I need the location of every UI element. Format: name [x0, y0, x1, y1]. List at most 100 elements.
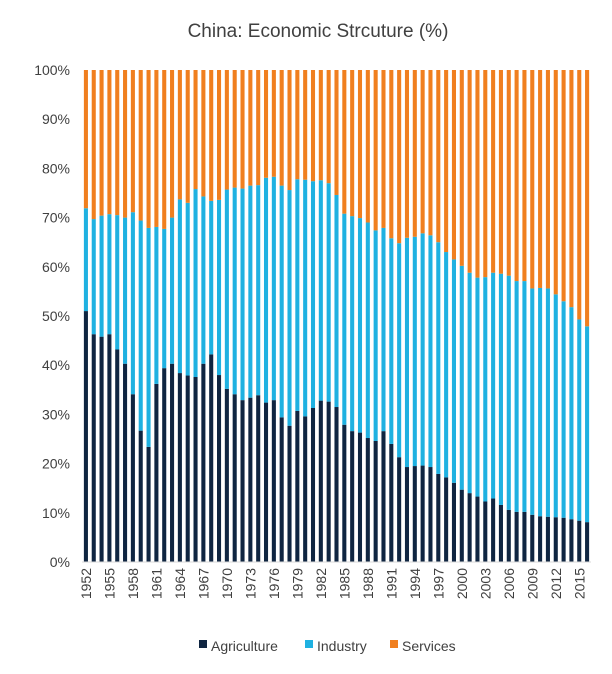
- bar-industry-1988: [365, 222, 370, 439]
- bar-agriculture-1952: [83, 311, 88, 562]
- y-tick-label: 10%: [42, 505, 70, 521]
- bar-services-2005: [498, 70, 503, 274]
- bar-agriculture-1995: [420, 465, 425, 562]
- bar-agriculture-1987: [357, 432, 363, 562]
- bar-industry-1956: [115, 215, 120, 350]
- bar-services-2001: [467, 70, 472, 273]
- bar-industry-1962: [162, 228, 167, 369]
- bar-industry-1991: [389, 238, 394, 444]
- y-tick-label: 60%: [42, 259, 70, 275]
- bar-industry-1999: [451, 259, 456, 483]
- bar-industry-1994: [412, 236, 417, 467]
- bar-services-1957: [123, 70, 128, 218]
- bar-agriculture-1979: [295, 410, 300, 562]
- bar-services-1990: [381, 70, 386, 228]
- bar-industry-1954: [99, 215, 104, 337]
- bar-industry-2010: [538, 287, 543, 517]
- bar-agriculture-1980: [303, 416, 308, 562]
- bar-agriculture-1999: [451, 482, 456, 562]
- bar-agriculture-1965: [185, 375, 190, 562]
- bar-agriculture-1966: [193, 377, 198, 562]
- x-tick-label: 1982: [313, 568, 329, 599]
- bar-agriculture-1998: [444, 477, 449, 562]
- bar-agriculture-1989: [373, 440, 378, 562]
- bar-industry-2000: [459, 265, 464, 490]
- y-tick-label: 80%: [42, 160, 70, 176]
- bar-services-2007: [514, 70, 519, 282]
- bar-agriculture-1990: [381, 431, 386, 562]
- bar-agriculture-1968: [209, 354, 214, 562]
- x-tick-label: 2015: [571, 568, 587, 599]
- bar-agriculture-1955: [107, 334, 112, 562]
- bar-industry-1978: [287, 190, 292, 426]
- bar-services-1974: [256, 70, 261, 186]
- bar-services-1966: [193, 70, 198, 190]
- y-tick-label: 20%: [42, 456, 70, 472]
- bar-agriculture-2004: [491, 498, 496, 562]
- bar-services-1971: [232, 70, 237, 188]
- bar-industry-2014: [569, 307, 574, 520]
- bar-services-1991: [389, 70, 394, 239]
- bar-services-2009: [530, 70, 535, 289]
- y-tick-label: 30%: [42, 406, 70, 422]
- bar-industry-1953: [91, 219, 96, 335]
- bar-services-1960: [146, 70, 151, 228]
- x-tick-label: 1961: [148, 568, 164, 599]
- bar-services-1973: [248, 70, 253, 186]
- bar-agriculture-1997: [436, 473, 441, 562]
- bar-industry-1995: [420, 233, 425, 466]
- bar-services-2011: [545, 70, 550, 289]
- bar-services-1993: [404, 70, 410, 238]
- bar-industry-1983: [326, 183, 331, 402]
- y-tick-label: 40%: [42, 357, 70, 373]
- bar-services-1978: [287, 70, 292, 191]
- bar-agriculture-1982: [318, 400, 323, 562]
- bar-industry-2001: [467, 272, 472, 494]
- bar-industry-2008: [522, 281, 527, 512]
- bar-services-1994: [412, 70, 417, 237]
- bar-agriculture-1986: [350, 431, 355, 562]
- bar-agriculture-2011: [545, 516, 550, 562]
- bar-agriculture-2014: [569, 519, 574, 562]
- legend-label-services: Services: [402, 638, 456, 654]
- legend-swatch-services: [390, 640, 398, 648]
- bar-industry-1981: [310, 181, 316, 408]
- bar-industry-1993: [404, 237, 410, 468]
- bar-industry-1987: [357, 218, 363, 433]
- bar-services-1997: [436, 70, 441, 243]
- bar-industry-2002: [475, 277, 480, 497]
- chart-title: China: Economic Strcuture (%): [188, 21, 449, 42]
- x-tick-label: 1988: [360, 568, 376, 599]
- bar-industry-1973: [248, 185, 253, 398]
- bar-industry-2013: [561, 301, 566, 518]
- x-tick-label: 1976: [266, 568, 282, 599]
- x-tick-label: 1964: [172, 568, 188, 599]
- bar-agriculture-1954: [99, 336, 104, 562]
- bar-agriculture-1958: [130, 394, 135, 562]
- bar-services-1995: [420, 70, 425, 234]
- bar-industry-1996: [428, 235, 433, 468]
- bar-agriculture-1976: [271, 400, 276, 562]
- bar-services-2016: [585, 70, 590, 327]
- bar-industry-1975: [263, 177, 269, 403]
- bar-agriculture-1960: [146, 446, 151, 562]
- bar-services-1970: [224, 70, 229, 190]
- bar-services-1981: [310, 70, 316, 182]
- bar-industry-1997: [436, 242, 441, 474]
- x-tick-label: 1979: [289, 568, 305, 599]
- bar-industry-1969: [217, 199, 222, 376]
- legend-label-industry: Industry: [317, 638, 367, 654]
- bar-services-1989: [373, 70, 378, 231]
- x-axis-ticks: 1952 1955 1958 1961 1964 1967 1970 1973 1976 1979…: [78, 568, 587, 599]
- bar-agriculture-1971: [232, 394, 237, 562]
- bar-services-1996: [428, 70, 433, 236]
- bar-services-1958: [130, 70, 135, 213]
- bar-agriculture-2008: [522, 511, 527, 562]
- bar-industry-1972: [240, 188, 245, 401]
- bar-industry-1966: [193, 189, 198, 377]
- bar-agriculture-1969: [217, 375, 222, 562]
- bar-services-2000: [459, 70, 464, 266]
- bar-industry-1958: [130, 212, 135, 395]
- bar-services-1952: [83, 70, 88, 209]
